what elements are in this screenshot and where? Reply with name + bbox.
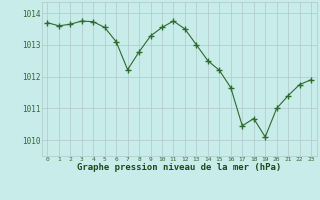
X-axis label: Graphe pression niveau de la mer (hPa): Graphe pression niveau de la mer (hPa) xyxy=(77,163,281,172)
